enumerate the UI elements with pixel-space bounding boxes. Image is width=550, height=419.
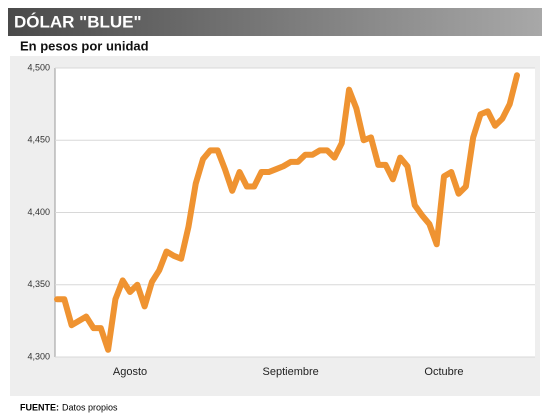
data-line <box>54 72 520 353</box>
y-tick-label: 4,300 <box>27 351 50 361</box>
source: Datos propios <box>62 402 118 412</box>
x-tick-label: Agosto <box>113 366 147 378</box>
chart-title: DÓLAR "BLUE" <box>14 12 142 31</box>
y-tick-label: 4,400 <box>27 207 50 217</box>
x-tick-label: Septiembre <box>263 366 319 378</box>
source-label: FUENTE: <box>20 402 59 412</box>
x-tick-label: Octubre <box>424 366 463 378</box>
chart-subtitle: En pesos por unidad <box>20 38 149 53</box>
y-tick-label: 4,350 <box>27 279 50 289</box>
y-tick-label: 4,450 <box>27 135 50 145</box>
header-bar <box>8 8 542 36</box>
y-tick-label: 4,500 <box>27 62 50 72</box>
